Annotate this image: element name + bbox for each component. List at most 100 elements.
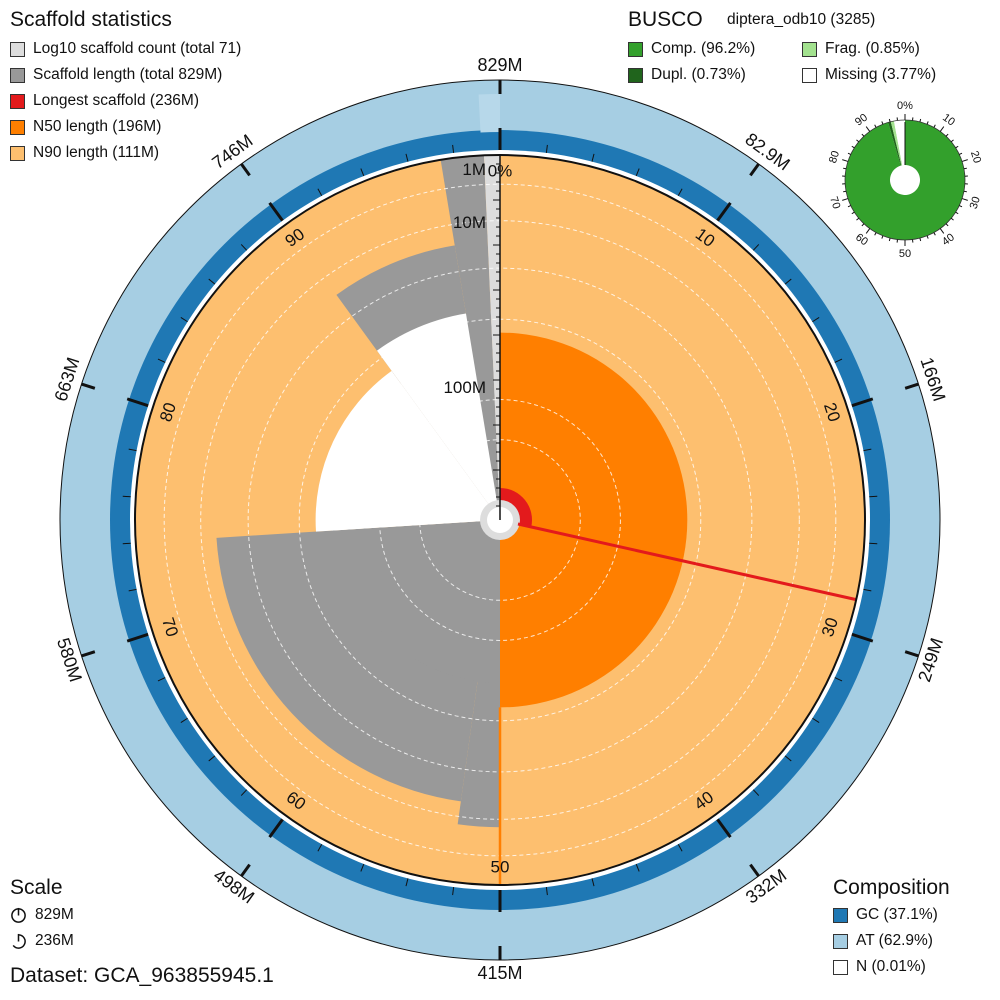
partial-circle-scale-icon <box>12 933 26 949</box>
busco-legend-swatch <box>802 41 817 57</box>
busco-tick <box>856 217 860 221</box>
percent-tick <box>784 755 792 762</box>
busco-tick <box>874 124 877 128</box>
scaffold-small-step <box>440 155 500 521</box>
busco-tick <box>861 223 865 227</box>
percent-tick <box>635 168 640 177</box>
percent-tick <box>180 717 188 723</box>
busco-legend-label: Dupl. (0.73%) <box>651 66 746 83</box>
radial-grid-ring <box>419 439 581 601</box>
percent-tick <box>716 201 732 222</box>
busco-tick <box>919 118 922 123</box>
composition-legend-item: AT (62.9%) <box>833 932 933 950</box>
radial-scale-label: 100M <box>443 378 486 397</box>
busco-tick <box>843 167 847 170</box>
composition-legend-swatch <box>833 933 848 949</box>
busco-tick <box>919 237 922 242</box>
scaffold-legend-item: N90 length (111M) <box>10 144 159 162</box>
percent-tick <box>360 168 365 177</box>
percent-tick-label: 70 <box>158 615 182 639</box>
busco-tick-label: 20 <box>968 149 983 164</box>
percent-tick <box>869 495 878 498</box>
percent-tick <box>591 878 595 887</box>
dataset-label: Dataset: GCA_963855945.1 <box>10 964 274 987</box>
full-circle-scale-icon <box>11 907 26 923</box>
percent-tick <box>317 843 323 852</box>
scale-item-partial: 236M <box>10 932 74 950</box>
busco-missing-slice <box>893 120 905 166</box>
busco-tick-label: 90 <box>853 112 870 129</box>
scale-item-full: 829M <box>10 906 74 924</box>
percent-tick <box>126 397 149 408</box>
percent-tick <box>157 358 166 363</box>
composition-legend-label: GC (37.1%) <box>856 906 938 923</box>
composition-legend-swatch <box>833 959 848 975</box>
scaffold-legend-label: N90 length (111M) <box>33 144 160 161</box>
scaffold-legend-swatch <box>10 93 25 109</box>
composition-title: Composition <box>833 876 950 899</box>
busco-tick <box>945 223 949 227</box>
length-tick <box>749 863 760 877</box>
busco-tick <box>847 152 851 155</box>
length-tick-label: 829M <box>477 55 522 75</box>
busco-tick <box>856 139 860 143</box>
busco-lineage: diptera_odb10 (3285) <box>727 11 876 28</box>
busco-tick <box>881 235 884 239</box>
busco-tick <box>939 228 945 234</box>
busco-fragmented-slice <box>890 121 903 166</box>
percent-tick <box>268 818 284 839</box>
busco-legend-swatch <box>802 67 817 83</box>
busco-tick-label: 70 <box>827 195 842 210</box>
busco-legend-item: Dupl. (0.73%) <box>628 66 746 84</box>
percent-tick <box>851 397 874 408</box>
busco-complete-slice <box>845 120 966 240</box>
percent-tick <box>405 153 409 162</box>
percent-tick <box>122 542 131 545</box>
busco-tick <box>865 126 871 132</box>
percent-tick <box>591 153 595 162</box>
percent-tick-label: 20 <box>820 400 844 424</box>
percent-tick <box>128 448 137 452</box>
busco-tick <box>847 205 851 208</box>
longest-scaffold-line <box>517 522 857 602</box>
busco-tick-label: 50 <box>899 248 911 260</box>
busco-tick <box>945 133 949 137</box>
percent-tick <box>240 244 248 251</box>
scaffold-legend-swatch <box>10 67 25 83</box>
length-tick <box>904 382 919 390</box>
percent-tick <box>240 789 248 796</box>
scale-label-partial: 236M <box>35 932 74 949</box>
radial-scale-label: 10M <box>453 213 486 232</box>
composition-legend-item: N (0.01%) <box>833 958 926 976</box>
scaffold-small-gap <box>376 310 500 520</box>
percent-tick <box>716 818 732 839</box>
length-tick <box>240 163 251 177</box>
busco-tick <box>950 217 954 221</box>
percent-tick-label: 0% <box>488 161 513 180</box>
busco-tick <box>933 232 936 236</box>
composition-legend-item: GC (37.1%) <box>833 906 938 924</box>
percent-tick <box>122 495 131 498</box>
scaffold-length-inner <box>381 520 500 683</box>
composition-legend-label: AT (62.9%) <box>856 932 933 949</box>
busco-tick-label: 60 <box>853 231 870 248</box>
busco-tick <box>955 145 959 149</box>
busco-tick <box>842 159 849 162</box>
percent-tick <box>863 448 872 452</box>
busco-tick <box>955 211 959 215</box>
busco-legend-swatch <box>628 67 643 83</box>
busco-tick-label: 0% <box>897 100 913 112</box>
percent-tick-label: 50 <box>491 857 510 876</box>
busco-legend-label: Comp. (96.2%) <box>651 40 756 57</box>
scaffold-legend-swatch <box>10 145 25 161</box>
busco-tick-label: 80 <box>827 149 842 164</box>
percent-tick <box>752 789 760 796</box>
scaffold-legend-item: N50 length (196M) <box>10 118 161 136</box>
length-tick <box>240 863 251 877</box>
percent-tick <box>635 863 640 872</box>
percent-tick <box>317 188 323 197</box>
busco-tick <box>933 124 936 128</box>
busco-duplicated-slice <box>888 121 902 166</box>
scaffold-stats-title: Scaffold statistics <box>10 8 172 31</box>
busco-legend-label: Frag. (0.85%) <box>825 40 920 57</box>
